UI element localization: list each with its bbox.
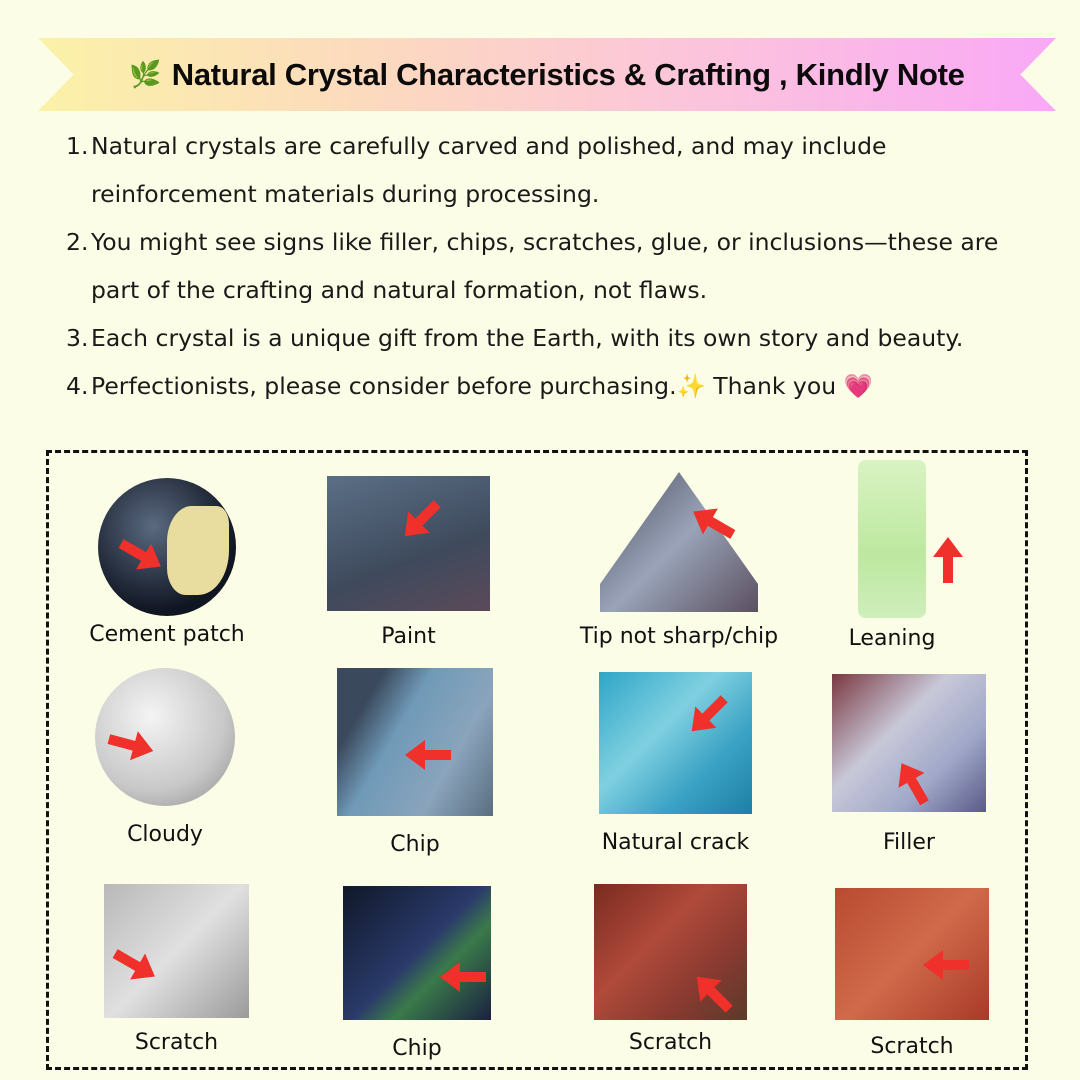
banner-title: Natural Crystal Characteristics & Crafti… bbox=[171, 56, 965, 92]
note-item: 2. You might see signs like filler, chips… bbox=[66, 218, 1046, 314]
example-label: Paint bbox=[381, 624, 436, 649]
red-arrow-icon bbox=[681, 688, 735, 742]
crystal-example-image bbox=[835, 888, 989, 1020]
note-text: Each crystal is a unique gift from the E… bbox=[91, 324, 964, 352]
red-arrow-icon bbox=[889, 756, 938, 811]
red-arrow-icon bbox=[686, 966, 740, 1020]
example-label: Scratch bbox=[134, 1030, 219, 1055]
crystal-example-image bbox=[343, 886, 491, 1020]
red-arrow-icon bbox=[108, 941, 163, 990]
crystal-example-image bbox=[599, 672, 752, 814]
red-arrow-icon bbox=[933, 537, 963, 583]
example-label: Chip bbox=[390, 832, 440, 857]
note-item: 3. Each crystal is a unique gift from the… bbox=[66, 314, 1046, 362]
note-text: You might see signs like filler, chips, … bbox=[91, 228, 999, 304]
crystal-example-image bbox=[600, 472, 758, 612]
note-text: Natural crystals are carefully carved an… bbox=[91, 132, 887, 208]
red-arrow-icon bbox=[923, 950, 969, 980]
red-arrow-icon bbox=[114, 531, 169, 580]
red-arrow-icon bbox=[405, 740, 451, 770]
examples-box: Cement patch Paint Tip not sharp/chip Leani… bbox=[46, 450, 1028, 1070]
example-label: Scratch bbox=[870, 1034, 954, 1059]
crystal-example-image bbox=[327, 476, 490, 611]
example-label: Leaning bbox=[848, 626, 936, 651]
crystal-example-image bbox=[337, 668, 493, 816]
crystal-example-image bbox=[858, 460, 926, 618]
note-number: 4. bbox=[66, 372, 89, 400]
example-label: Chip bbox=[392, 1036, 442, 1061]
example-label: Cloudy bbox=[127, 822, 203, 847]
red-arrow-icon bbox=[440, 962, 486, 992]
note-number: 1. bbox=[66, 132, 89, 160]
note-number: 2. bbox=[66, 228, 89, 256]
example-label: Tip not sharp/chip bbox=[579, 624, 779, 649]
crystal-example-image bbox=[104, 884, 249, 1018]
red-arrow-icon bbox=[686, 499, 741, 548]
example-label: Scratch bbox=[628, 1030, 713, 1055]
note-number: 3. bbox=[66, 324, 89, 352]
red-arrow-icon bbox=[105, 725, 157, 766]
example-label: Natural crack bbox=[601, 830, 750, 855]
note-text: Perfectionists, please consider before p… bbox=[91, 372, 873, 400]
example-label: Cement patch bbox=[89, 622, 245, 647]
title-banner: 🌿 Natural Crystal Characteristics & Craf… bbox=[38, 38, 1056, 111]
example-label: Filler bbox=[883, 830, 935, 855]
note-item: 1. Natural crystals are carefully carved … bbox=[66, 122, 1046, 218]
note-item: 4. Perfectionists, please consider before… bbox=[66, 362, 1046, 410]
crystal-example-image bbox=[832, 674, 986, 812]
notes-list: 1. Natural crystals are carefully carved … bbox=[66, 122, 1046, 410]
herb-leaf-icon: 🌿 bbox=[129, 59, 162, 90]
red-arrow-icon bbox=[394, 493, 448, 547]
